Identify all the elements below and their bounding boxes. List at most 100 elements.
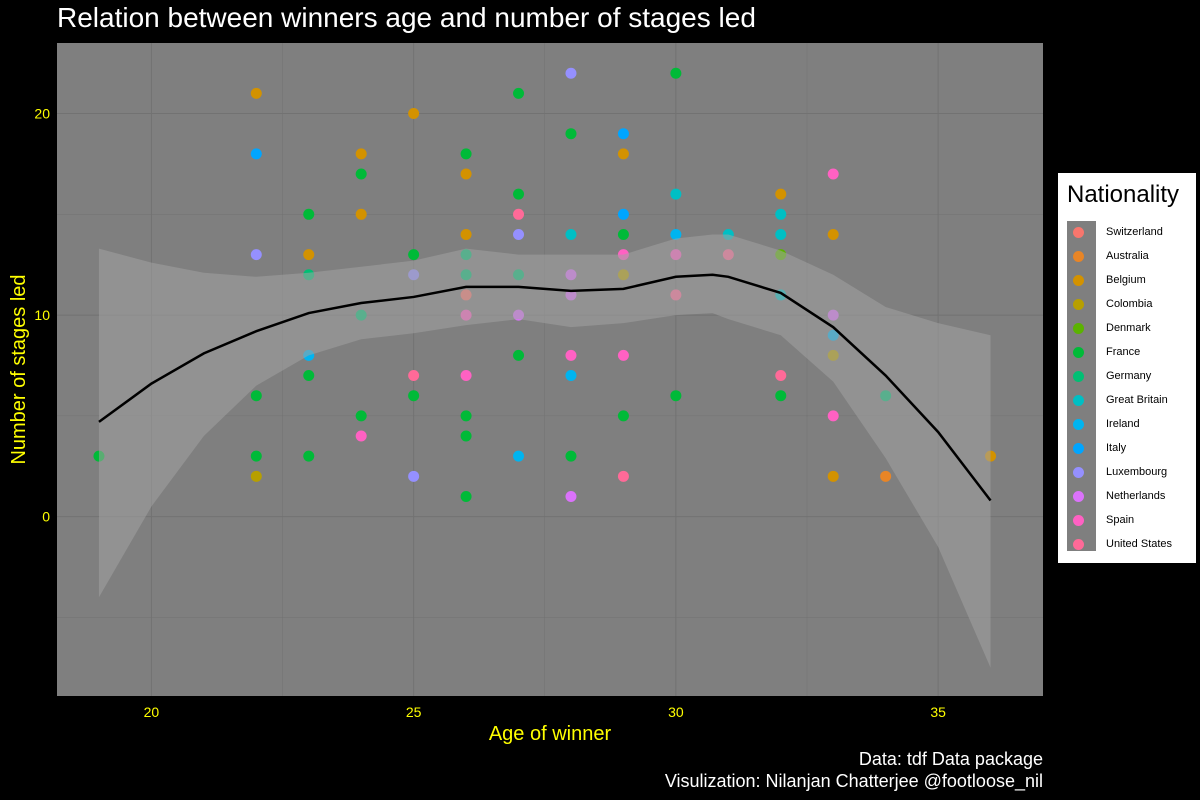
legend-color-swatch [1073,323,1084,334]
data-point [460,168,472,180]
legend-item-label: Spain [1106,514,1135,526]
data-point [460,228,472,240]
legend-item: Luxembourg [1058,461,1196,485]
x-tick-label: 25 [406,704,422,720]
legend-color-swatch [1073,347,1084,358]
legend-item-label: Great Britain [1106,394,1168,406]
data-point [460,370,472,382]
data-point [880,470,892,482]
data-point [670,188,682,200]
data-point [513,188,525,200]
data-point [408,370,420,382]
data-point [827,168,839,180]
legend-color-swatch [1073,371,1084,382]
legend-color-swatch [1073,419,1084,430]
caption-credit: Visulization: Nilanjan Chatterjee @footl… [664,771,1043,791]
legend-item: United States [1058,533,1196,557]
data-point [513,208,525,220]
data-point [250,470,262,482]
legend-color-swatch [1073,515,1084,526]
data-point [565,228,577,240]
data-point [250,390,262,402]
legend-title: Nationality [1067,181,1180,208]
data-point [250,87,262,99]
y-tick-label: 0 [42,509,50,525]
legend-item: France [1058,341,1196,365]
legend-item-label: Italy [1106,442,1127,454]
legend-item-label: Denmark [1106,322,1151,334]
legend-item: Great Britain [1058,389,1196,413]
legend-color-swatch [1073,251,1084,262]
data-point [565,450,577,462]
data-point [775,390,787,402]
data-point [408,249,420,261]
data-point [355,208,367,220]
data-point [565,67,577,79]
legend-item: Germany [1058,365,1196,389]
data-point [617,148,629,160]
data-point [250,249,262,261]
y-tick-label: 10 [34,307,50,323]
legend-item-label: Ireland [1106,418,1140,430]
data-point [355,148,367,160]
legend-color-swatch [1073,275,1084,286]
data-point [775,188,787,200]
legend-color-swatch [1073,467,1084,478]
data-point [303,450,315,462]
data-point [827,228,839,240]
data-point [513,87,525,99]
legend-item-label: United States [1106,538,1173,550]
data-point [513,349,525,361]
data-point [827,410,839,422]
data-point [355,168,367,180]
legend-item: Switzerland [1058,221,1196,245]
data-point [565,349,577,361]
data-point [250,148,262,160]
legend-color-swatch [1073,227,1084,238]
data-point [670,67,682,79]
data-point [670,390,682,402]
legend-item-label: Australia [1106,250,1149,262]
legend-item-label: Luxembourg [1106,466,1168,478]
legend-item-label: Colombia [1106,298,1153,310]
data-point [565,490,577,502]
data-point [775,370,787,382]
legend-item: Spain [1058,509,1196,533]
legend-color-swatch [1073,299,1084,310]
x-tick-label: 30 [668,704,684,720]
legend-item-label: Netherlands [1106,490,1166,502]
chart-title: Relation between winners age and number … [57,2,756,33]
data-point [617,208,629,220]
data-point [355,430,367,442]
data-point [775,228,787,240]
legend-item-label: Germany [1106,370,1152,382]
data-point [565,370,577,382]
data-point [460,430,472,442]
smooth-trend-line [98,273,992,502]
legend-color-swatch [1073,443,1084,454]
x-tick-label: 20 [144,704,160,720]
data-point [460,410,472,422]
legend-color-swatch [1073,395,1084,406]
x-axis-title: Age of winner [489,723,612,745]
data-point [408,108,420,120]
data-point [513,450,525,462]
data-point [408,470,420,482]
legend: Nationality Switzerland Australia Belgium C… [1058,173,1196,563]
caption-source: Data: tdf Data package [858,749,1043,769]
legend-color-swatch [1073,539,1084,550]
data-point [460,148,472,160]
y-tick-label: 20 [34,106,50,122]
legend-item: Belgium [1058,269,1196,293]
data-point [303,208,315,220]
data-point [565,128,577,140]
data-point [670,228,682,240]
confidence-ribbon [98,234,991,668]
data-point [408,390,420,402]
data-point [617,349,629,361]
legend-item: Italy [1058,437,1196,461]
legend-item: Denmark [1058,317,1196,341]
legend-item: Australia [1058,245,1196,269]
legend-item-label: France [1106,346,1141,358]
data-point [303,249,315,261]
